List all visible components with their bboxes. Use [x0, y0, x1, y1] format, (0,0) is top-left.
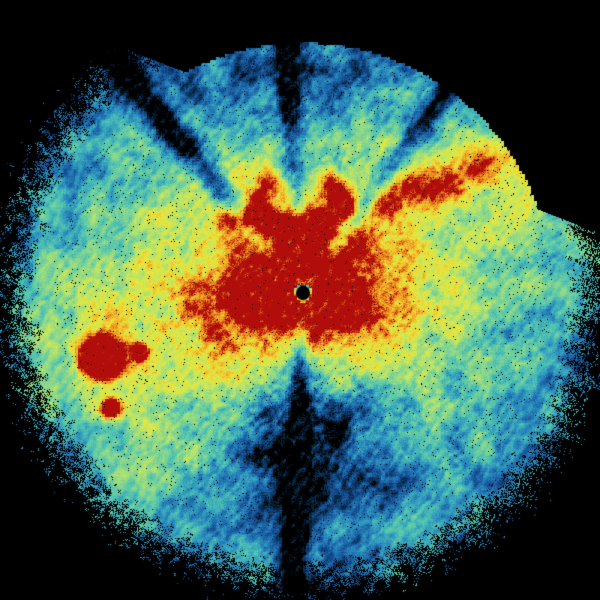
xray-image-canvas-container: Diffuse X-ray emission map of a galaxy c… [0, 0, 600, 600]
xray-surface-brightness-map [0, 0, 600, 600]
